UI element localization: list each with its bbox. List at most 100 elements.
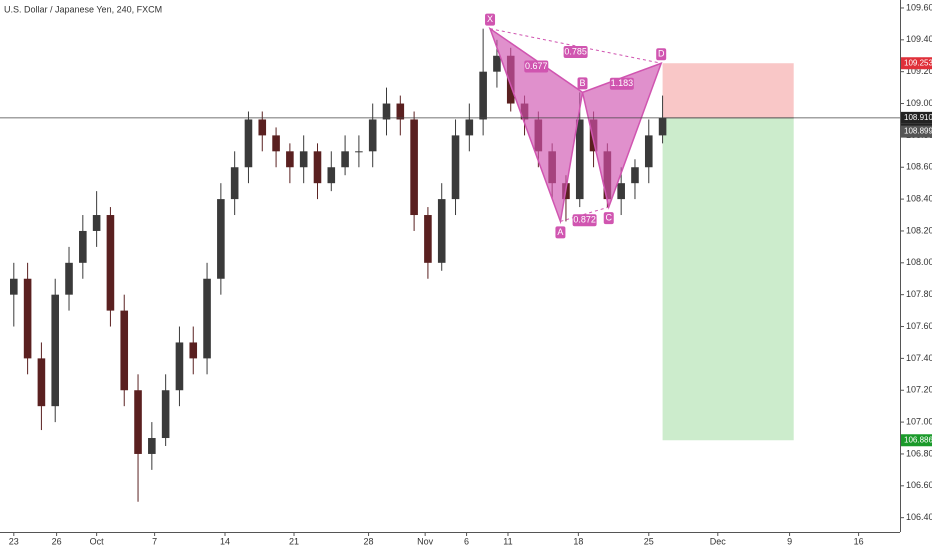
entry-label: 108.910 (904, 113, 932, 122)
candle-body (644, 135, 653, 168)
target-label: 106.886 (904, 435, 932, 444)
point-badge (656, 48, 667, 61)
x-tick-label: Oct (90, 536, 105, 546)
candle-body (106, 215, 115, 311)
point-badge (577, 77, 588, 90)
y-tick-label: 109.400 (906, 34, 932, 44)
pattern-bcd (581, 61, 663, 210)
ratio-badge (572, 214, 597, 227)
candle-body (217, 199, 225, 279)
point-label: C (605, 212, 612, 222)
point-label: A (557, 227, 563, 237)
candle-body (299, 151, 308, 168)
point-badge (555, 226, 566, 239)
candle-body (313, 151, 322, 184)
candle-body (368, 119, 377, 152)
candle-body (451, 135, 460, 200)
x-tick-label: 11 (503, 536, 512, 546)
ratio-line (489, 28, 662, 64)
y-tick-label: 108.600 (906, 162, 932, 172)
candle-body (631, 167, 639, 184)
x-tick-label: 23 (9, 536, 19, 546)
y-tick-label: 109.200 (906, 66, 932, 76)
ratio-label: 1.183 (611, 78, 634, 88)
candle-body (658, 117, 667, 136)
x-tick-label: 16 (854, 536, 864, 546)
candle-body (37, 358, 46, 407)
point-label: D (658, 49, 665, 59)
y-tick-label: 106.400 (906, 512, 932, 522)
candle-body (493, 55, 501, 72)
candle-body (410, 119, 418, 216)
x-tick-label: 9 (787, 536, 792, 546)
x-tick-label: Nov (417, 536, 434, 546)
entry-badge (901, 111, 932, 124)
target-badge (901, 434, 932, 447)
y-tick-label: 108.400 (906, 193, 932, 203)
candle-body (92, 215, 101, 231)
candle-body (175, 342, 184, 391)
y-tick-label: 107.600 (906, 321, 932, 331)
x-tick-label: 14 (220, 536, 230, 546)
candle-body (79, 230, 87, 263)
candle-body (272, 135, 280, 152)
x-tick-label: 7 (152, 536, 157, 546)
candle-body (258, 119, 267, 136)
candle-body (51, 294, 60, 407)
ratio-label: 0.677 (525, 61, 548, 71)
candle-body (341, 151, 349, 168)
y-tick-label: 106.600 (906, 480, 932, 490)
point-badge (603, 212, 614, 225)
target-zone (662, 117, 794, 441)
point-label: B (580, 78, 586, 88)
ratio-label: 0.872 (573, 215, 596, 225)
candle-body (575, 119, 584, 200)
candle-body (286, 151, 294, 168)
y-tick-label: 106.800 (906, 448, 932, 458)
ratio-badge (563, 45, 588, 58)
x-tick-label: 18 (573, 536, 583, 546)
y-tick-label: 109.600 (906, 2, 932, 12)
point-label: X (487, 14, 493, 24)
x-tick-label: Dec (710, 536, 727, 546)
ratio-line (582, 62, 662, 93)
x-tick-label: 6 (464, 536, 469, 546)
candle-body (424, 215, 432, 263)
x-tick-label: 28 (364, 536, 374, 546)
candle-body (148, 438, 156, 454)
stop-zone (662, 63, 794, 118)
candle-body (327, 167, 336, 184)
candle-body (465, 119, 474, 136)
y-tick-label: 108.000 (906, 257, 932, 267)
candle-body (382, 103, 391, 120)
y-tick-label: 107.400 (906, 353, 932, 363)
y-tick-label: 109.000 (906, 98, 932, 108)
bid-badge (901, 125, 932, 138)
ratio-badge (609, 77, 634, 90)
y-tick-label: 108.200 (906, 225, 932, 235)
candle-body (23, 278, 32, 359)
candle-body (189, 342, 198, 359)
y-tick-label: 107.800 (906, 289, 932, 299)
candle-body (161, 390, 170, 439)
candle-body (355, 151, 363, 153)
candle-body (230, 167, 239, 200)
candle-body (120, 310, 129, 391)
y-tick-label: 107.200 (906, 385, 932, 395)
stop-badge (901, 57, 932, 70)
point-badge (485, 13, 496, 26)
x-tick-label: 26 (52, 536, 62, 546)
x-tick-label: 21 (289, 536, 299, 546)
candle-body (244, 119, 253, 168)
bid-label: 108.899 (904, 127, 932, 136)
ratio-badge (524, 60, 549, 73)
candle-body (10, 278, 18, 295)
candle-body (437, 199, 446, 263)
candle-body (617, 183, 625, 200)
candle-body (65, 262, 73, 295)
candle-body (203, 278, 211, 359)
ratio-label: 0.785 (564, 46, 587, 56)
candle-body (134, 390, 142, 454)
x-tick-label: 25 (644, 536, 654, 546)
